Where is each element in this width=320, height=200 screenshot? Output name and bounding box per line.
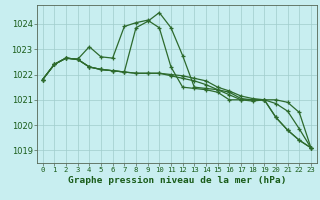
X-axis label: Graphe pression niveau de la mer (hPa): Graphe pression niveau de la mer (hPa) bbox=[68, 176, 286, 185]
